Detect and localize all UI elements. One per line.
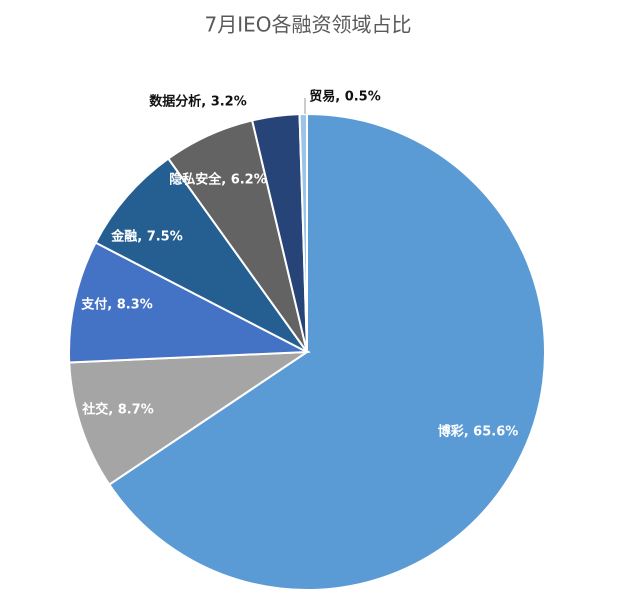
- data-label: 支付, 8.3%: [80, 297, 153, 313]
- pie-slice: [94, 157, 308, 353]
- data-label: 隐私安全, 6.2%: [169, 172, 267, 188]
- pie-slice: [68, 241, 311, 364]
- data-label: 数据分析, 3.2%: [149, 94, 247, 110]
- data-label: 贸易, 0.5%: [309, 89, 381, 105]
- pie-slice: [68, 350, 311, 486]
- chart-title: 7月IEO各融资领域占比: [204, 13, 411, 37]
- pie-slice: [107, 112, 546, 591]
- data-label: 金融, 7.5%: [110, 229, 183, 245]
- pie-slice: [298, 112, 308, 353]
- data-label: 社交, 8.7%: [81, 402, 154, 418]
- data-label: 博彩, 65.6%: [438, 424, 519, 440]
